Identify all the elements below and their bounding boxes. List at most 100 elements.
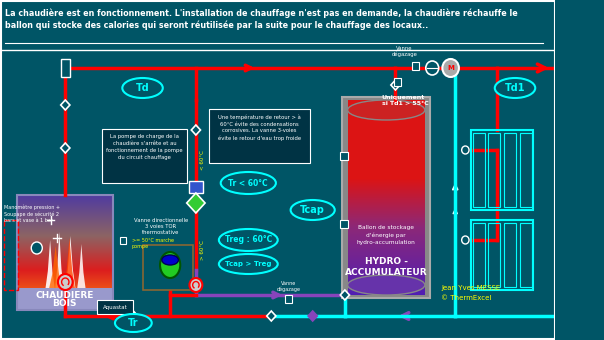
Bar bbox=[348, 143, 425, 144]
Bar bbox=[471, 220, 533, 290]
Bar bbox=[16, 295, 113, 296]
Ellipse shape bbox=[162, 255, 178, 265]
Bar bbox=[16, 195, 113, 196]
Ellipse shape bbox=[123, 78, 163, 98]
Bar bbox=[348, 135, 425, 136]
Bar bbox=[16, 280, 113, 281]
Bar bbox=[16, 219, 113, 220]
Bar bbox=[348, 280, 425, 281]
Bar bbox=[348, 246, 425, 247]
Bar bbox=[16, 216, 113, 217]
Bar bbox=[348, 289, 425, 290]
Bar bbox=[504, 223, 516, 287]
Text: Ballon de stockage
d'énergie par
hydro-accumulation: Ballon de stockage d'énergie par hydro-a… bbox=[357, 225, 416, 245]
Bar bbox=[348, 173, 425, 174]
Bar bbox=[348, 248, 425, 249]
Bar bbox=[16, 226, 113, 227]
Bar bbox=[16, 196, 113, 197]
Bar bbox=[348, 161, 425, 162]
Ellipse shape bbox=[348, 275, 425, 295]
Bar bbox=[16, 214, 113, 215]
Text: M: M bbox=[447, 65, 454, 71]
Bar bbox=[348, 142, 425, 143]
Bar bbox=[348, 211, 425, 212]
Bar bbox=[348, 203, 425, 204]
Bar bbox=[16, 301, 113, 302]
Bar bbox=[16, 309, 113, 310]
Bar bbox=[348, 122, 425, 123]
Bar bbox=[348, 188, 425, 189]
Bar bbox=[342, 97, 431, 298]
Bar bbox=[348, 226, 425, 227]
Ellipse shape bbox=[291, 200, 335, 220]
Bar bbox=[16, 258, 113, 259]
Bar bbox=[16, 270, 113, 271]
Bar bbox=[348, 275, 425, 276]
Bar bbox=[348, 230, 425, 231]
Bar bbox=[348, 151, 425, 152]
Bar bbox=[16, 300, 113, 301]
Bar bbox=[120, 237, 126, 244]
Bar bbox=[348, 134, 425, 135]
Bar bbox=[504, 133, 516, 207]
Bar bbox=[348, 268, 425, 269]
Bar bbox=[348, 207, 425, 208]
Bar bbox=[348, 194, 425, 195]
Bar bbox=[348, 162, 425, 163]
Bar bbox=[16, 307, 113, 308]
Bar bbox=[348, 265, 425, 266]
Circle shape bbox=[461, 236, 469, 244]
Bar bbox=[16, 257, 113, 258]
Bar bbox=[348, 183, 425, 184]
Bar bbox=[16, 289, 113, 290]
Circle shape bbox=[442, 59, 459, 77]
Bar bbox=[348, 217, 425, 218]
Bar bbox=[16, 198, 113, 199]
Bar bbox=[348, 269, 425, 270]
Bar bbox=[16, 267, 113, 268]
Bar bbox=[348, 171, 425, 172]
Bar bbox=[348, 214, 425, 215]
Bar bbox=[16, 304, 113, 305]
Bar bbox=[16, 296, 113, 297]
Bar bbox=[348, 156, 425, 157]
Bar bbox=[16, 231, 113, 232]
Bar bbox=[348, 115, 425, 116]
Text: Tcap > Treg: Tcap > Treg bbox=[225, 261, 272, 267]
Bar bbox=[348, 101, 425, 102]
Bar bbox=[348, 195, 425, 196]
Bar bbox=[16, 305, 113, 306]
Bar bbox=[348, 228, 425, 229]
Bar bbox=[348, 164, 425, 165]
Bar bbox=[348, 179, 425, 180]
Bar bbox=[16, 202, 113, 203]
Bar bbox=[348, 201, 425, 202]
Circle shape bbox=[58, 274, 72, 290]
Bar bbox=[348, 178, 425, 179]
Bar bbox=[348, 192, 425, 193]
Bar bbox=[348, 256, 425, 257]
Ellipse shape bbox=[220, 172, 276, 194]
Bar bbox=[16, 195, 113, 310]
Bar bbox=[16, 266, 113, 267]
Bar bbox=[16, 252, 113, 253]
Bar bbox=[348, 102, 425, 103]
Bar bbox=[348, 130, 425, 131]
Bar bbox=[348, 158, 425, 159]
Bar bbox=[348, 198, 425, 199]
Text: Vanne
dégazage: Vanne dégazage bbox=[392, 46, 417, 57]
Bar bbox=[348, 200, 425, 201]
Bar bbox=[348, 220, 425, 221]
Bar bbox=[16, 265, 113, 266]
Bar bbox=[348, 264, 425, 265]
Bar bbox=[16, 250, 113, 251]
Bar bbox=[16, 276, 113, 277]
Text: Td1: Td1 bbox=[505, 83, 525, 93]
Ellipse shape bbox=[495, 78, 535, 98]
Bar bbox=[16, 293, 113, 294]
Bar bbox=[16, 283, 113, 284]
Bar bbox=[348, 241, 425, 242]
Text: La chaudière est en fonctionnement. L'installation de chauffage n'est pas en dem: La chaudière est en fonctionnement. L'in… bbox=[5, 8, 518, 17]
Bar bbox=[16, 306, 113, 307]
Bar bbox=[348, 238, 425, 239]
